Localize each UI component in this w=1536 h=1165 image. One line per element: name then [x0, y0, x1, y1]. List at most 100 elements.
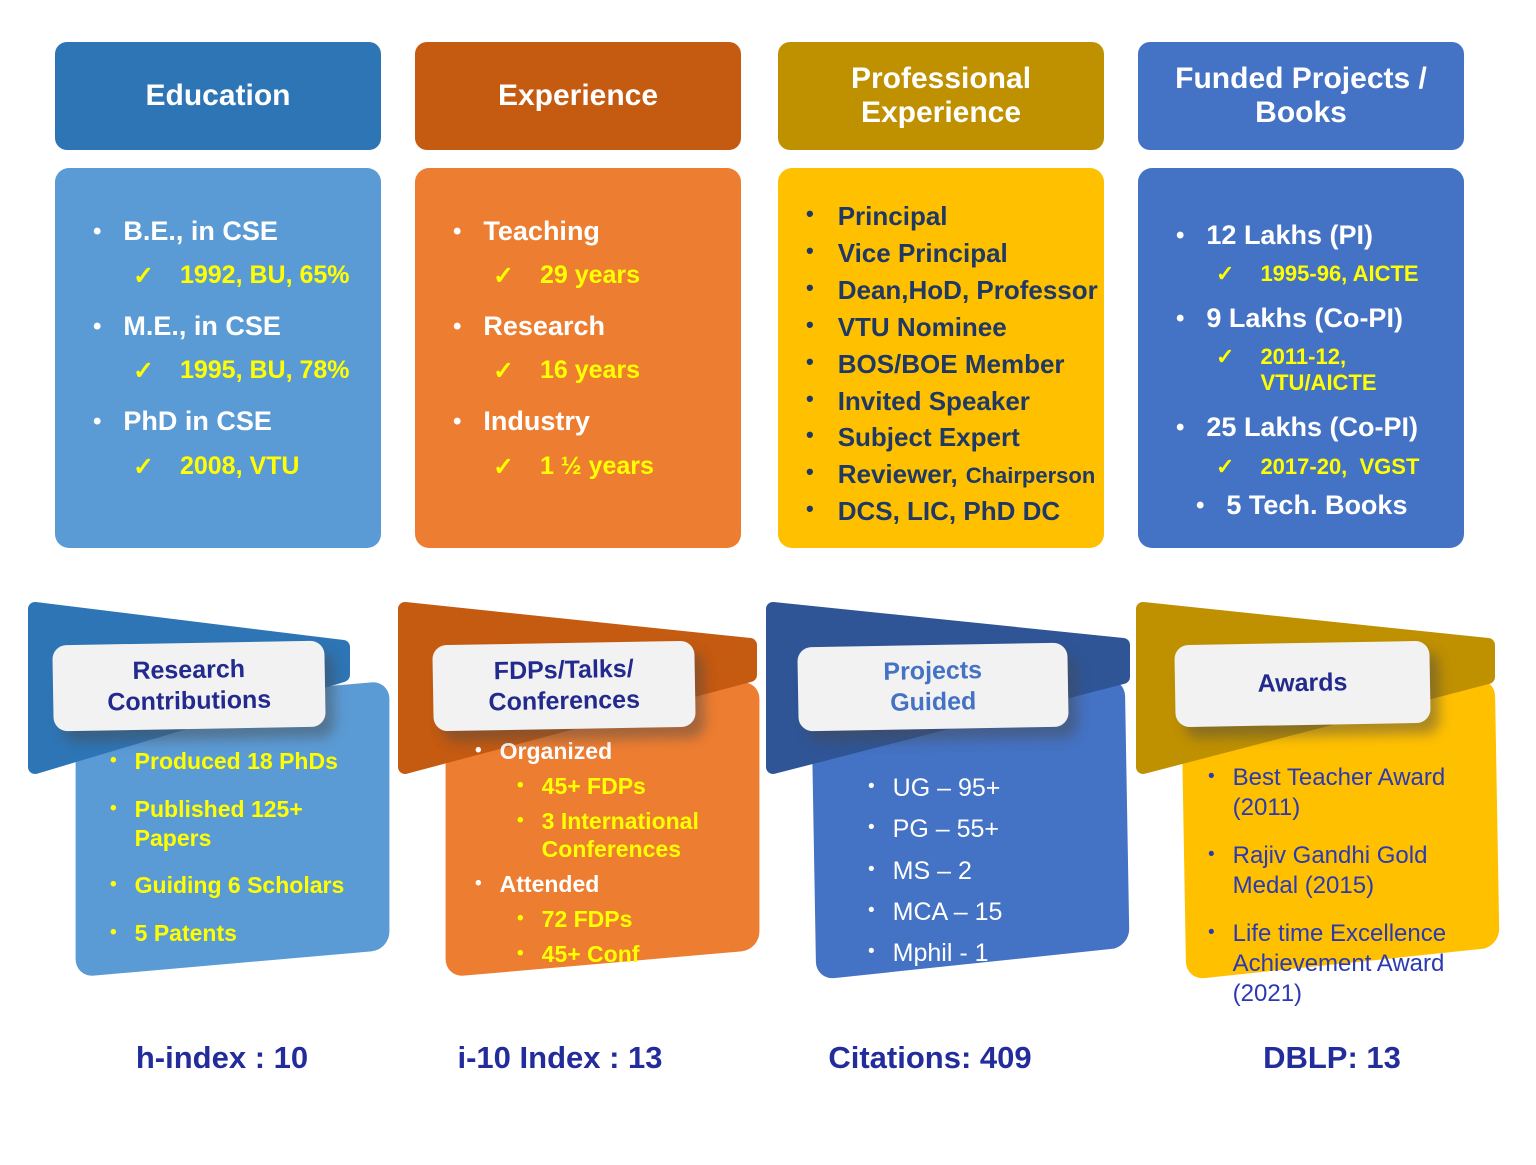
- professional-item-label: BOS/BOE Member: [837, 348, 1065, 379]
- list-item-label: Guiding 6 Scholars: [134, 872, 345, 899]
- professional-item: • Principal: [806, 198, 1104, 235]
- label-line: Contributions: [107, 685, 272, 717]
- bullet-icon: •: [1176, 414, 1185, 442]
- list-item: • Produced 18 PhDs: [110, 747, 365, 776]
- projects-guided-label: Projects Guided: [797, 642, 1069, 732]
- column-professional-experience: Professional Experience • Principal • Vice…: [778, 42, 1104, 548]
- funded-item-detail-label: 2011-12, VTU/AICTE: [1260, 344, 1377, 396]
- list-item-label: MS – 2: [892, 856, 972, 885]
- list-subitem-label: 45+ FDPs: [541, 772, 646, 799]
- label-line: Research: [132, 654, 246, 685]
- awards-label: Awards: [1174, 640, 1431, 728]
- check-icon: ✓: [493, 262, 514, 291]
- bullet-icon: •: [110, 797, 117, 819]
- funded-item-label: 25 Lakhs (Co-PI): [1206, 412, 1418, 443]
- bullet-icon: •: [806, 496, 814, 522]
- education-item-detail: ✓ 2008, VTU: [133, 452, 381, 482]
- funded-item-detail-label: 1995-96, AICTE: [1260, 261, 1419, 287]
- experience-item: • Teaching: [453, 216, 741, 247]
- awards-list: • Best Teacher Award (2011) • Rajiv Gandhi…: [1208, 763, 1458, 1027]
- professional-item: • Invited Speaker: [806, 383, 1104, 420]
- experience-title: Experience: [497, 78, 659, 112]
- bullet-icon: •: [1208, 844, 1215, 865]
- education-title: Education: [145, 78, 291, 112]
- experience-item-detail-label: 1 ½ years: [539, 451, 654, 480]
- experience-item: • Research: [453, 311, 741, 342]
- experience-item-detail: ✓ 1 ½ years: [493, 452, 741, 482]
- professional-item: • Vice Principal: [806, 235, 1104, 272]
- funded-item-label: 12 Lakhs (PI): [1206, 220, 1373, 250]
- list-subitem: • 45+ Conf: [517, 940, 745, 969]
- funded-projects-body: • 12 Lakhs (PI) ✓ 1995-96, AICTE • 9 Lakhs …: [1138, 168, 1464, 548]
- bullet-icon: •: [517, 809, 524, 831]
- list-item-label: 55+ Tech Talks: [499, 975, 661, 1002]
- experience-item-label: Teaching: [483, 216, 600, 246]
- research-contributions-list: • Produced 18 PhDs • Published 125+ Papers…: [110, 747, 365, 967]
- list-item-label: Best Teacher Award (2011): [1232, 764, 1446, 821]
- check-icon: ✓: [133, 452, 154, 481]
- professional-item-label: DCS, LIC, PhD DC: [837, 496, 1061, 527]
- bullet-icon: •: [806, 201, 814, 226]
- check-icon: ✓: [493, 452, 514, 481]
- list-item: • Best Teacher Award (2011): [1208, 763, 1458, 823]
- list-item: • Attended: [475, 870, 745, 899]
- bullet-icon: •: [93, 313, 102, 341]
- education-item: • B.E., in CSE: [93, 216, 381, 247]
- metric-i10-index: i-10 Index : 13: [457, 1040, 663, 1075]
- professional-item-label: Reviewer, Chairperson: [838, 456, 1096, 493]
- check-icon: ✓: [1216, 344, 1235, 370]
- label-line: Awards: [1257, 668, 1348, 699]
- list-item-label: 5 Patents: [134, 920, 237, 946]
- funded-item-detail: ✓ 2011-12, VTU/AICTE: [1216, 344, 1464, 396]
- metric-h-index: h-index : 10: [135, 1040, 309, 1075]
- professional-experience-title: Professional Experience: [850, 61, 1032, 130]
- column-education: Education • B.E., in CSE ✓ 1992, BU, 65% •…: [55, 42, 381, 548]
- list-item: • MS – 2: [868, 856, 1108, 887]
- list-item-label: Mphil - 1: [892, 939, 989, 967]
- bullet-icon: •: [1176, 222, 1185, 249]
- banner-research-contributions: Research Contributions • Produced 18 PhDs…: [25, 595, 405, 1015]
- professional-item-label: Vice Principal: [837, 237, 1008, 268]
- experience-item-label: Industry: [483, 406, 590, 437]
- bullet-icon: •: [806, 274, 814, 300]
- check-icon: ✓: [133, 262, 154, 291]
- bullet-icon: •: [806, 237, 814, 263]
- funded-item-detail-label: 2017-20, VGST: [1260, 453, 1420, 479]
- list-item-label: Attended: [499, 871, 600, 897]
- list-item: • MCA – 15: [868, 897, 1108, 928]
- bullet-icon: •: [1196, 491, 1205, 519]
- list-item-label: UG – 95+: [892, 774, 1001, 802]
- bullet-icon: •: [475, 740, 482, 761]
- list-subitem-label: 72 FDPs: [541, 905, 633, 932]
- column-experience: Experience • Teaching ✓ 29 years • Research…: [415, 42, 741, 548]
- professional-item: • VTU Nominee: [806, 309, 1104, 346]
- bullet-icon: •: [806, 348, 814, 374]
- list-item: • UG – 95+: [868, 773, 1108, 804]
- list-item: • Life time Excellence Achievement Award …: [1208, 919, 1458, 1009]
- education-item: • PhD in CSE: [93, 406, 381, 437]
- column-funded-projects: Funded Projects / Books • 12 Lakhs (PI) ✓…: [1138, 42, 1464, 548]
- banner-fdps-talks-conferences: FDPs/Talks/ Conferences • Organized • 45+ …: [395, 595, 775, 1015]
- projects-guided-list: • UG – 95+ • PG – 55+ • MS – 2 • MCA – 15 • M…: [868, 773, 1108, 979]
- bullet-icon: •: [806, 385, 814, 411]
- professional-item-suffix: Chairperson: [965, 463, 1096, 489]
- list-item: • Mphil - 1: [868, 938, 1108, 969]
- bullet-icon: •: [110, 922, 117, 943]
- education-item-detail: ✓ 1995, BU, 78%: [133, 356, 381, 386]
- professional-item: • Subject Expert: [806, 419, 1104, 456]
- professional-item: • BOS/BOE Member: [806, 346, 1104, 383]
- list-item-label: MCA – 15: [892, 897, 1003, 926]
- professional-item-label: Subject Expert: [837, 422, 1020, 453]
- funded-item: • 25 Lakhs (Co-PI): [1176, 412, 1464, 443]
- bullet-icon: •: [517, 942, 524, 964]
- bullet-icon: •: [868, 941, 875, 962]
- bullet-icon: •: [517, 907, 524, 929]
- professional-item-label: Dean,HoD, Professor: [837, 274, 1098, 305]
- experience-item: • Industry: [453, 406, 741, 437]
- check-icon: ✓: [1216, 453, 1235, 479]
- education-item: • M.E., in CSE: [93, 311, 381, 342]
- education-header: Education: [55, 42, 381, 150]
- funded-item-label: 5 Tech. Books: [1226, 489, 1408, 520]
- fdps-label: FDPs/Talks/ Conferences: [432, 640, 696, 732]
- list-item-label: Life time Excellence Achievement Award (…: [1232, 920, 1447, 1007]
